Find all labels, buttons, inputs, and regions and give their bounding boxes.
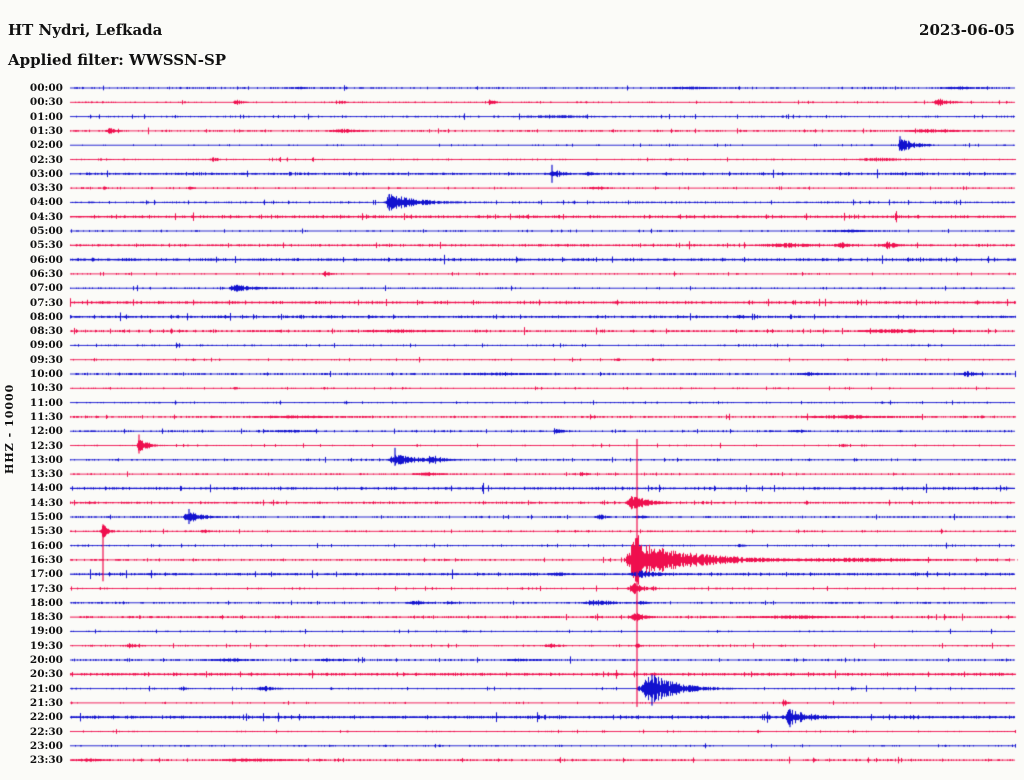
- time-label: 15:30: [29, 525, 63, 538]
- time-label: 07:00: [29, 282, 63, 295]
- time-label: 20:30: [29, 668, 63, 681]
- time-label: 18:00: [29, 596, 63, 609]
- time-label: 15:00: [29, 511, 63, 523]
- time-label: 09:00: [29, 339, 63, 352]
- time-label: 16:00: [29, 539, 63, 552]
- time-label: 08:00: [29, 310, 63, 323]
- time-label: 06:00: [29, 253, 63, 266]
- time-label: 03:00: [29, 167, 63, 180]
- time-label: 08:30: [29, 325, 63, 338]
- station-title: HT Nydri, Lefkada: [8, 21, 163, 39]
- time-label: 19:00: [29, 625, 63, 638]
- time-label: 12:30: [29, 439, 63, 452]
- time-label: 00:00: [29, 82, 63, 94]
- time-label: 04:30: [29, 210, 63, 223]
- time-label: 10:00: [29, 368, 63, 380]
- time-label: 23:00: [29, 739, 63, 752]
- time-label: 00:30: [29, 96, 63, 109]
- time-label: 10:30: [29, 382, 63, 395]
- time-label: 02:00: [29, 139, 63, 152]
- time-label: 13:00: [29, 453, 63, 466]
- time-label: 16:30: [29, 553, 63, 566]
- time-label: 22:30: [29, 725, 63, 738]
- applied-filter-label: Applied filter: WWSSN-SP: [8, 51, 227, 69]
- date-label: 2023-06-05: [919, 21, 1015, 39]
- time-label: 11:30: [29, 410, 63, 423]
- time-label: 06:30: [29, 267, 63, 280]
- time-label: 12:00: [29, 425, 63, 438]
- time-label: 14:30: [29, 496, 63, 509]
- time-label: 07:30: [29, 296, 63, 309]
- time-label: 21:00: [29, 682, 63, 695]
- time-label: 13:30: [29, 468, 63, 481]
- time-label: 05:00: [29, 225, 63, 237]
- time-label: 20:00: [29, 654, 63, 666]
- time-label: 21:30: [29, 696, 63, 709]
- time-label: 17:00: [29, 568, 63, 581]
- time-label: 01:30: [29, 124, 63, 137]
- time-label: 14:00: [29, 482, 63, 495]
- time-label: 02:30: [29, 153, 63, 166]
- time-label: 19:30: [29, 639, 63, 652]
- time-label: 23:30: [29, 754, 63, 767]
- time-label: 04:00: [29, 196, 63, 209]
- time-label: 11:00: [29, 396, 63, 409]
- time-label: 09:30: [29, 353, 63, 366]
- time-label: 03:30: [29, 182, 63, 195]
- time-label: 05:30: [29, 239, 63, 252]
- time-label: 18:30: [29, 611, 63, 624]
- time-label: 22:00: [29, 711, 63, 724]
- time-label: 17:30: [29, 582, 63, 595]
- time-label: 01:00: [29, 110, 63, 123]
